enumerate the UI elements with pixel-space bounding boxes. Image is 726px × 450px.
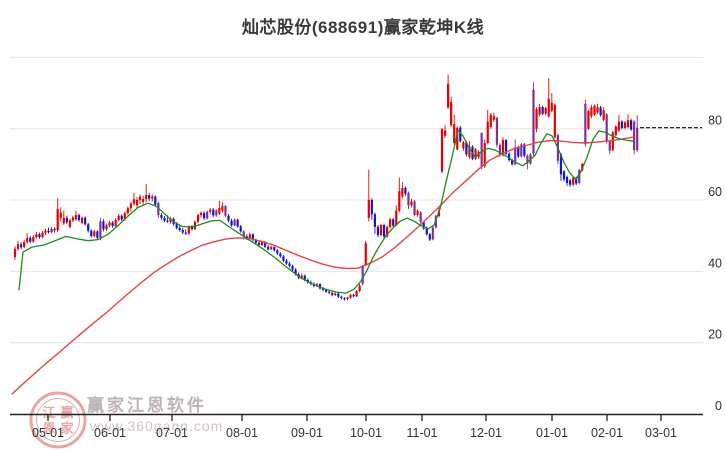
svg-text:10-01: 10-01 (350, 426, 382, 440)
svg-text:09-01: 09-01 (291, 426, 323, 440)
svg-text:08-01: 08-01 (226, 426, 258, 440)
svg-text:03-01: 03-01 (645, 426, 677, 440)
svg-text:11-01: 11-01 (406, 426, 437, 440)
svg-text:赢: 赢 (60, 405, 73, 420)
svg-text:12-01: 12-01 (470, 426, 502, 440)
svg-text:01-01: 01-01 (536, 426, 568, 440)
svg-text:0: 0 (715, 399, 722, 413)
brand-seal-logo: 江 赢 恩 家 (28, 390, 88, 450)
svg-text:80: 80 (708, 114, 722, 128)
svg-text:05-01: 05-01 (32, 426, 64, 440)
svg-text:40: 40 (708, 256, 722, 270)
svg-text:06-01: 06-01 (94, 426, 126, 440)
svg-text:02-01: 02-01 (591, 426, 623, 440)
svg-text:07-01: 07-01 (156, 426, 188, 440)
svg-text:江: 江 (42, 405, 55, 420)
svg-text:家: 家 (60, 421, 74, 436)
chart-title: 灿芯股份(688691)赢家乾坤K线 (241, 18, 485, 37)
svg-text:60: 60 (708, 185, 722, 199)
brand-name: 赢家江恩软件 (87, 396, 207, 415)
svg-text:恩: 恩 (42, 421, 55, 436)
svg-text:20: 20 (708, 328, 722, 342)
brand-url: www.360gann.com (90, 418, 224, 434)
